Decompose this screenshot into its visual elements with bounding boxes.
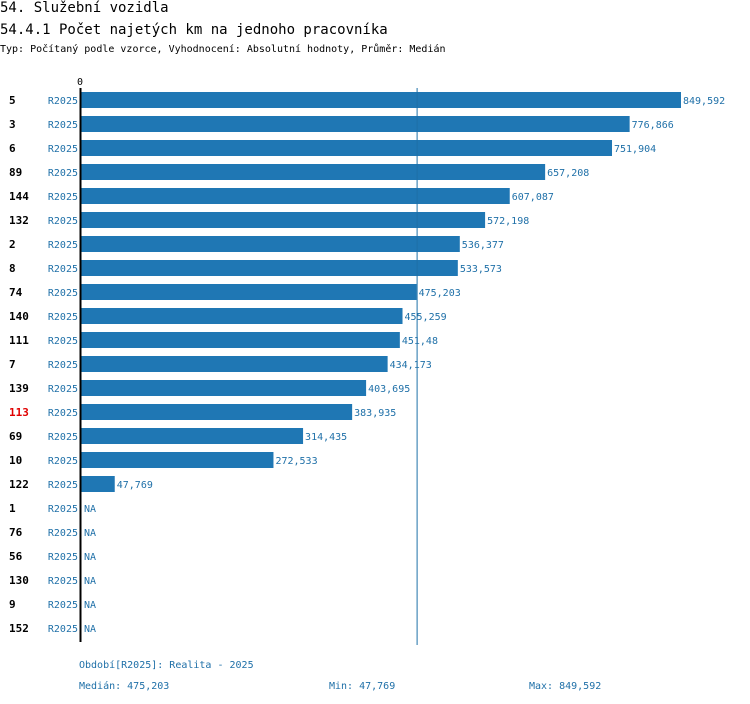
- category-label: 132: [9, 214, 29, 227]
- chart-subtitle: 54.4.1 Počet najetých km na jednoho prac…: [0, 22, 388, 38]
- series-label: R2025: [48, 360, 78, 371]
- series-label: R2025: [48, 240, 78, 251]
- category-label: 2: [9, 238, 16, 251]
- footer-period: Období[R2025]: Realita - 2025: [79, 660, 254, 671]
- data-label: NA: [84, 504, 96, 515]
- data-label: 572,198: [487, 216, 529, 227]
- bar: [81, 452, 274, 468]
- category-label: 122: [9, 478, 29, 491]
- category-label: 140: [9, 310, 29, 323]
- bar: [81, 116, 630, 132]
- footer-median: Medián: 475,203: [79, 681, 170, 692]
- bar: [81, 308, 403, 324]
- category-label: 3: [9, 118, 16, 131]
- data-label: 455,259: [405, 312, 447, 323]
- bar: [81, 260, 458, 276]
- series-label: R2025: [48, 552, 78, 563]
- data-label: NA: [84, 552, 96, 563]
- series-label: R2025: [48, 456, 78, 467]
- bar: [81, 164, 546, 180]
- series-label: R2025: [48, 504, 78, 515]
- data-label: 657,208: [547, 168, 589, 179]
- data-label: NA: [84, 576, 96, 587]
- category-label: 8: [9, 262, 16, 275]
- axis-zero-label: 0: [77, 77, 83, 88]
- category-label: 89: [9, 166, 22, 179]
- category-label: 144: [9, 190, 29, 203]
- data-label: 533,573: [460, 264, 502, 275]
- data-label: 475,203: [419, 288, 461, 299]
- category-label: 152: [9, 622, 29, 635]
- footer-max: Max: 849,592: [529, 681, 602, 692]
- bar: [81, 188, 510, 204]
- data-label: NA: [84, 600, 96, 611]
- category-label: 69: [9, 430, 22, 443]
- footer-min: Min: 47,769: [329, 681, 396, 692]
- series-label: R2025: [48, 120, 78, 131]
- series-label: R2025: [48, 336, 78, 347]
- data-label: 776,866: [632, 120, 674, 131]
- series-label: R2025: [48, 216, 78, 227]
- category-label: 1: [9, 502, 16, 515]
- series-label: R2025: [48, 408, 78, 419]
- series-label: R2025: [48, 528, 78, 539]
- series-label: R2025: [48, 312, 78, 323]
- data-label: 314,435: [305, 432, 347, 443]
- data-label: 47,769: [117, 480, 153, 491]
- series-label: R2025: [48, 384, 78, 395]
- category-label: 56: [9, 550, 23, 563]
- data-label: 434,173: [390, 360, 432, 371]
- series-label: R2025: [48, 144, 78, 155]
- data-label: 383,935: [354, 408, 396, 419]
- category-label: 9: [9, 598, 16, 611]
- series-label: R2025: [48, 480, 78, 491]
- data-label: NA: [84, 624, 96, 635]
- bar: [81, 140, 613, 156]
- series-label: R2025: [48, 576, 78, 587]
- bar: [81, 428, 304, 444]
- series-label: R2025: [48, 192, 78, 203]
- series-label: R2025: [48, 600, 78, 611]
- bar: [81, 404, 353, 420]
- page-title: 54. Služební vozidla: [0, 0, 169, 16]
- series-label: R2025: [48, 264, 78, 275]
- bar: [81, 236, 460, 252]
- data-label: NA: [84, 528, 96, 539]
- bar: [81, 284, 417, 300]
- bars-group: 5 R2025 849,592 3 R2025 776,866 6 R2025 751,904 8…: [9, 92, 725, 635]
- bar: [81, 92, 681, 108]
- series-label: R2025: [48, 96, 78, 107]
- series-label: R2025: [48, 432, 78, 443]
- series-label: R2025: [48, 168, 78, 179]
- series-label: R2025: [48, 288, 78, 299]
- data-label: 751,904: [614, 144, 656, 155]
- bar: [81, 476, 115, 492]
- data-label: 536,377: [462, 240, 504, 251]
- category-label: 113: [9, 406, 29, 419]
- data-label: 607,087: [512, 192, 554, 203]
- category-label: 76: [9, 526, 23, 539]
- category-label: 139: [9, 382, 29, 395]
- bar: [81, 212, 486, 228]
- bar: [81, 380, 367, 396]
- data-label: 272,533: [275, 456, 317, 467]
- data-label: 451,48: [402, 336, 438, 347]
- category-label: 5: [9, 94, 16, 107]
- data-label: 849,592: [683, 96, 725, 107]
- category-label: 7: [9, 358, 16, 371]
- category-label: 74: [9, 286, 23, 299]
- category-label: 130: [9, 574, 29, 587]
- bar: [81, 356, 388, 372]
- chart-meta: Typ: Počítaný podle vzorce, Vyhodnocení:…: [0, 44, 446, 55]
- series-label: R2025: [48, 624, 78, 635]
- data-label: 403,695: [368, 384, 410, 395]
- category-label: 10: [9, 454, 22, 467]
- category-label: 6: [9, 142, 16, 155]
- category-label: 111: [9, 334, 29, 347]
- bar: [81, 332, 400, 348]
